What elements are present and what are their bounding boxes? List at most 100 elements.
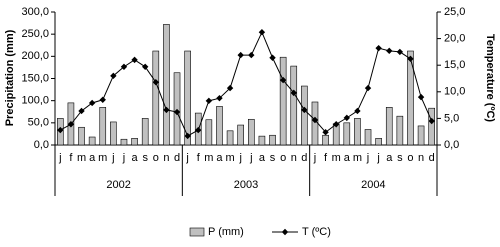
x-tick-label: a — [89, 152, 96, 164]
bar — [99, 107, 107, 146]
y2-tick-label: 5,0 — [444, 112, 459, 124]
x-tick-label: j — [366, 152, 369, 164]
marker — [205, 97, 213, 105]
marker — [88, 99, 96, 107]
x-tick-label: d — [301, 152, 307, 164]
bar — [301, 85, 308, 146]
x-tick-label: s — [142, 152, 148, 164]
marker — [152, 79, 160, 86]
x-tick-label: s — [270, 152, 276, 164]
bar — [141, 118, 149, 146]
marker — [141, 63, 149, 70]
y2-tick-label: 0,0 — [444, 139, 459, 151]
marker — [290, 89, 297, 97]
legend-marker — [281, 228, 289, 236]
bar — [258, 135, 266, 146]
y-tick-label: 100,0 — [21, 95, 49, 107]
marker — [269, 54, 276, 61]
y2-axis-title: Temperature (ºC) — [484, 34, 496, 122]
x-tick-label: a — [386, 152, 393, 164]
x-tick-label: j — [122, 152, 125, 164]
y-tick-label: 0,0 — [34, 139, 49, 151]
x-tick-label: d — [429, 152, 435, 164]
marker — [67, 121, 75, 128]
x-tick-label: m — [98, 152, 107, 164]
x-tick-label: m — [77, 152, 86, 164]
bar — [417, 125, 425, 146]
bar — [311, 101, 319, 146]
bar — [375, 138, 382, 146]
x-tick-label: j — [313, 152, 316, 164]
x-tick-label: o — [407, 152, 413, 164]
bar — [88, 136, 96, 146]
bar — [322, 134, 329, 146]
bar — [279, 56, 287, 146]
marker — [120, 63, 128, 70]
x-tick-label: d — [174, 152, 180, 164]
x-tick-label: m — [332, 152, 341, 164]
x-tick-label: f — [197, 152, 201, 164]
marker — [184, 132, 191, 140]
bar — [343, 122, 351, 146]
bar — [364, 129, 372, 146]
bar — [78, 126, 85, 146]
y-tick-label: 250,0 — [21, 28, 49, 40]
marker — [99, 96, 106, 103]
marker — [57, 126, 64, 134]
bar — [184, 50, 191, 146]
marker — [417, 93, 425, 101]
x-tick-label: s — [397, 152, 403, 164]
bar — [396, 115, 404, 146]
y-tick-label: 50,0 — [28, 117, 49, 129]
marker — [131, 56, 138, 64]
marker — [375, 44, 382, 52]
y-axis-title: Precipitation (mm) — [4, 29, 16, 126]
x-tick-label: j — [249, 152, 252, 164]
marker — [173, 108, 181, 116]
bar — [269, 134, 276, 146]
bar — [290, 65, 298, 146]
x-tick-label: j — [185, 152, 188, 164]
marker — [396, 48, 404, 56]
marker — [407, 55, 414, 63]
marker — [311, 116, 319, 124]
bar — [131, 138, 138, 146]
x-tick-label: o — [280, 152, 286, 164]
legend-label: P (mm) — [208, 226, 244, 238]
bar — [205, 119, 213, 146]
bar — [110, 121, 117, 146]
y-tick-label: 200,0 — [21, 50, 49, 62]
bar — [428, 107, 435, 146]
marker — [226, 84, 234, 92]
x-tick-label: n — [291, 152, 297, 164]
y2-tick-label: 15,0 — [444, 59, 465, 71]
bar — [216, 106, 223, 146]
bar — [248, 118, 255, 146]
bar — [237, 124, 244, 146]
x-tick-label: j — [238, 152, 241, 164]
marker — [110, 72, 117, 80]
x-tick-label: n — [163, 152, 169, 164]
x-tick-label: j — [376, 152, 379, 164]
bar — [407, 50, 414, 146]
marker — [364, 84, 372, 92]
marker — [258, 29, 266, 36]
marker — [78, 107, 85, 115]
y2-tick-label: 25,0 — [444, 6, 465, 18]
marker — [354, 107, 361, 115]
y2-tick-label: 10,0 — [444, 86, 465, 98]
marker — [332, 121, 340, 128]
marker — [216, 94, 223, 102]
x-tick-label: f — [69, 152, 73, 164]
legend-label: T (ºC) — [302, 226, 331, 238]
marker — [163, 106, 170, 114]
y-tick-label: 150,0 — [21, 72, 49, 84]
marker — [343, 114, 351, 122]
x-tick-label: a — [216, 152, 223, 164]
x-tick-label: j — [58, 152, 61, 164]
bar — [354, 118, 361, 146]
bar — [120, 138, 128, 146]
marker — [386, 47, 393, 55]
